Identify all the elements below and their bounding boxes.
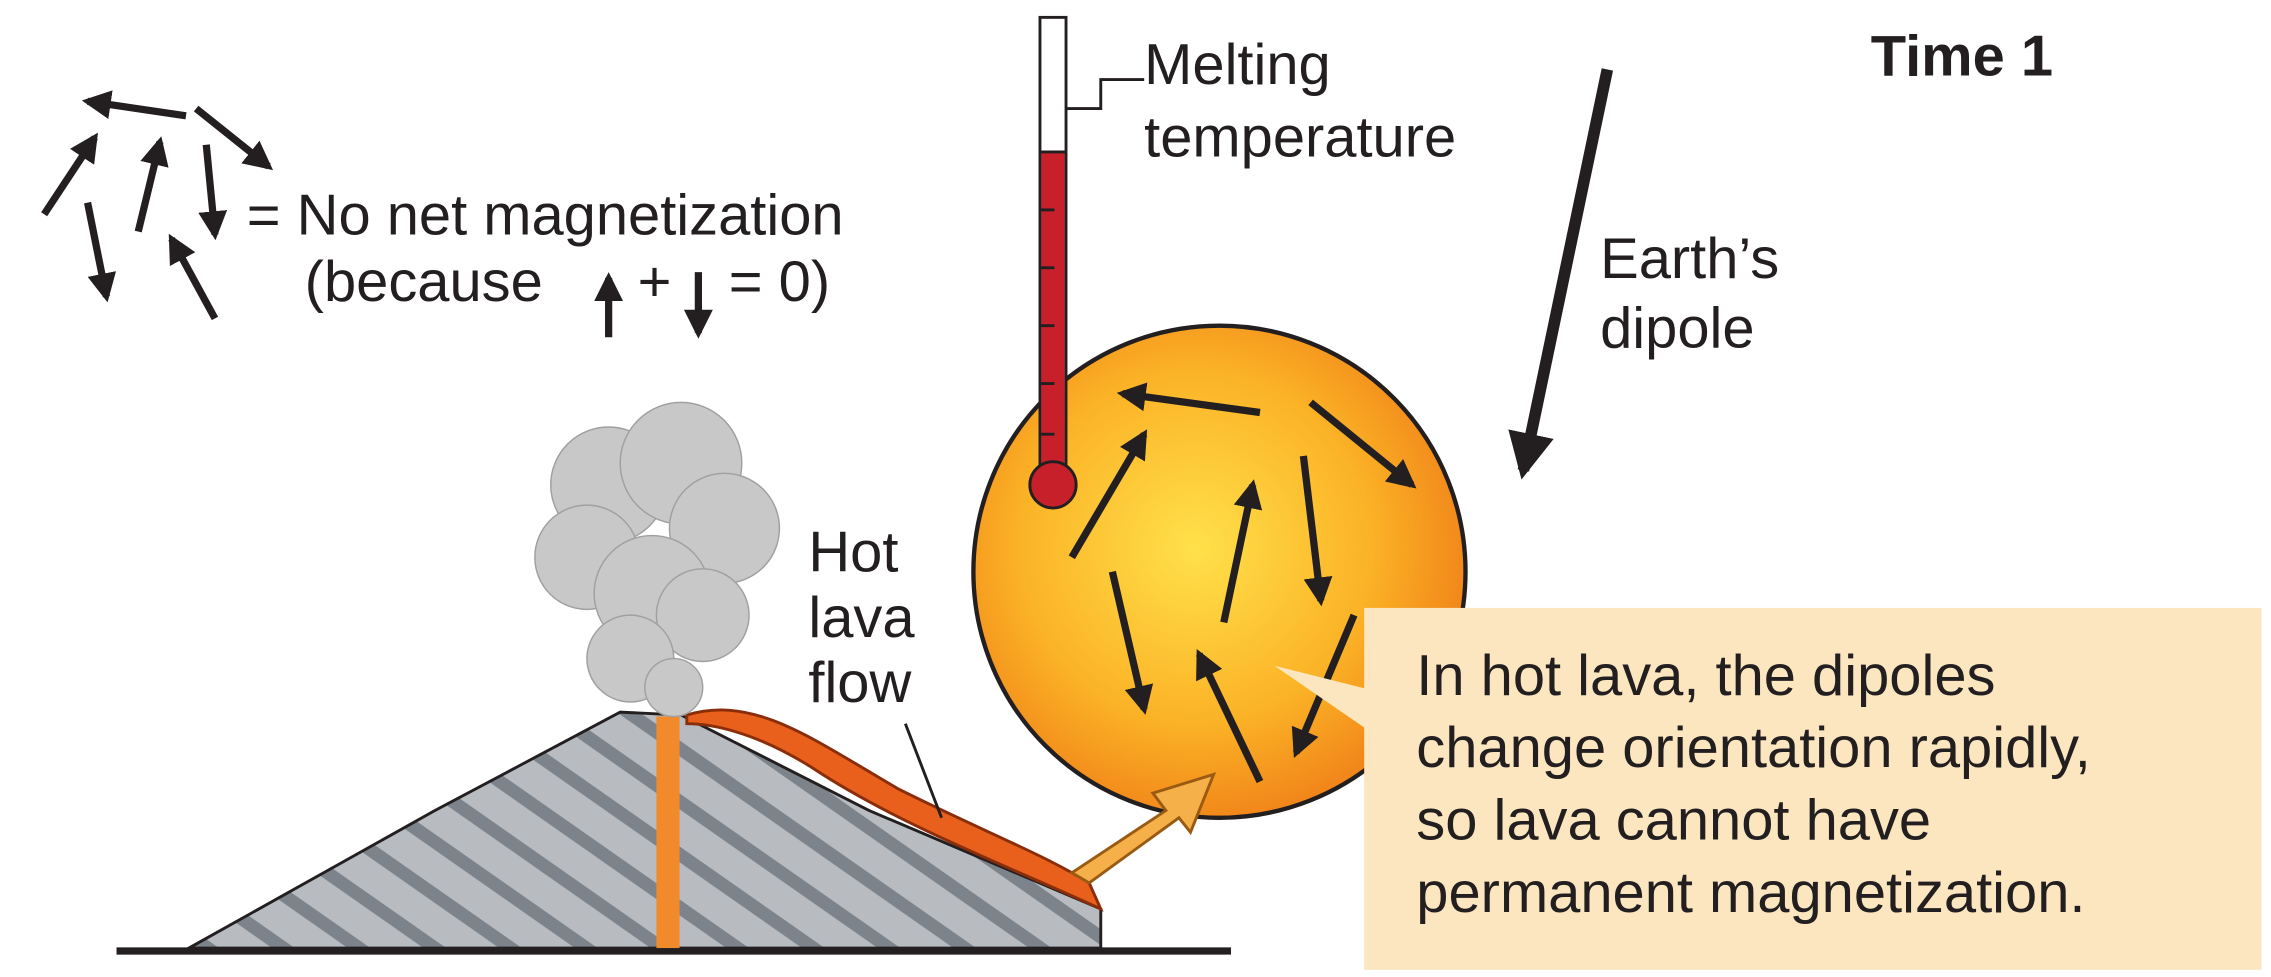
diagram: Hot lava flow Melting temperature Earth’… xyxy=(0,0,2271,977)
thermometer-fill xyxy=(1041,152,1064,481)
dipole-label: dipole xyxy=(1600,296,1754,360)
callout-text: so lava cannot have xyxy=(1416,788,1931,852)
melting-label: Melting xyxy=(1144,33,1331,97)
callout-text: permanent magnetization. xyxy=(1416,861,2085,925)
legend-text: (because xyxy=(305,250,543,314)
callout-text: change orientation rapidly, xyxy=(1416,716,2091,780)
earth-dipole-arrow xyxy=(1523,69,1607,470)
legend-text: = No net magnetization xyxy=(247,183,844,247)
callout-text: In hot lava, the dipoles xyxy=(1416,644,1995,708)
lava-label: Hot xyxy=(808,521,898,585)
lava-label: flow xyxy=(808,651,911,715)
melting-label: temperature xyxy=(1144,105,1456,169)
dipole-label: Earth’s xyxy=(1600,227,1779,291)
random-arrows xyxy=(44,101,268,318)
vent xyxy=(656,716,679,948)
title: Time 1 xyxy=(1871,24,2053,88)
legend-text: = 0) xyxy=(729,250,830,314)
lava-label: lava xyxy=(808,586,915,650)
page: {"title": "Time 1", "legend": {"no_net":… xyxy=(0,0,2271,977)
leader xyxy=(1066,80,1144,109)
smoke xyxy=(535,402,780,716)
thermometer-bulb xyxy=(1030,462,1076,508)
legend-text: + xyxy=(638,250,672,314)
